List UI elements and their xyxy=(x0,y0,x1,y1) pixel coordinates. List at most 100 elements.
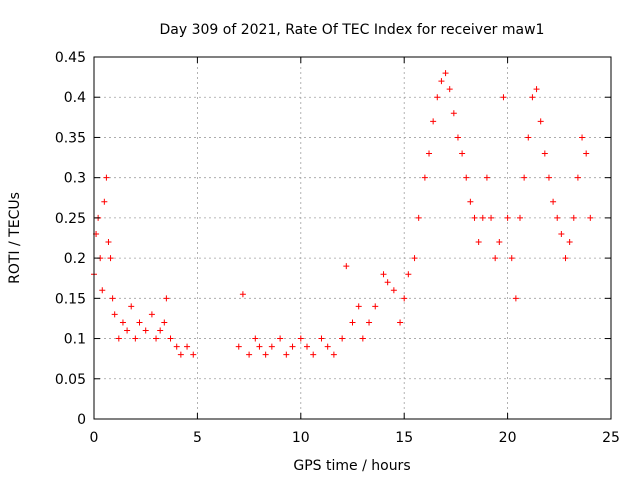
data-point xyxy=(566,239,573,246)
data-point xyxy=(372,303,379,310)
data-point xyxy=(177,351,184,358)
data-point xyxy=(554,214,561,221)
data-point xyxy=(475,239,482,246)
data-point xyxy=(111,311,118,318)
data-point xyxy=(107,255,114,262)
y-tick-label: 0.1 xyxy=(64,332,86,348)
data-point xyxy=(262,351,269,358)
data-point xyxy=(157,327,164,334)
data-point xyxy=(450,110,457,117)
data-point xyxy=(173,343,180,350)
chart-title: Day 309 of 2021, Rate Of TEC Index for r… xyxy=(160,22,545,38)
data-point xyxy=(430,118,437,125)
data-point xyxy=(545,174,552,181)
data-point xyxy=(517,214,524,221)
data-point xyxy=(529,94,536,101)
data-point xyxy=(471,214,478,221)
data-point xyxy=(415,214,422,221)
data-point xyxy=(256,343,263,350)
data-point xyxy=(438,78,445,85)
data-point xyxy=(355,303,362,310)
data-point xyxy=(330,351,337,358)
grid xyxy=(94,57,611,419)
x-tick-labels: 0 5 10 15 20 25 xyxy=(90,430,620,446)
data-point xyxy=(268,343,275,350)
y-tick-label: 0.35 xyxy=(55,130,86,146)
axis-ticks xyxy=(93,56,612,420)
data-point xyxy=(562,255,569,262)
x-axis-title: GPS time / hours xyxy=(293,458,410,474)
data-point xyxy=(405,271,412,278)
data-point xyxy=(136,319,143,326)
scatter-points xyxy=(91,70,594,358)
data-point xyxy=(500,94,507,101)
data-point xyxy=(167,335,174,342)
data-point xyxy=(343,263,350,270)
data-point xyxy=(235,343,242,350)
data-point xyxy=(289,343,296,350)
data-point xyxy=(550,198,557,205)
data-point xyxy=(339,335,346,342)
data-point xyxy=(570,214,577,221)
data-point xyxy=(508,255,515,262)
data-point xyxy=(324,343,331,350)
y-tick-label: 0.05 xyxy=(55,372,86,388)
x-tick-label: 5 xyxy=(193,430,202,446)
y-tick-label: 0.15 xyxy=(55,291,86,307)
data-point xyxy=(283,351,290,358)
data-point xyxy=(583,150,590,157)
y-tick-labels: 0 0.05 0.1 0.15 0.2 0.25 0.3 0.35 0.4 0.45 xyxy=(55,50,86,428)
data-point xyxy=(496,239,503,246)
data-point xyxy=(504,214,511,221)
data-point xyxy=(184,343,191,350)
x-tick-label: 20 xyxy=(499,430,517,446)
y-tick-label: 0.2 xyxy=(64,251,86,267)
data-point xyxy=(304,343,311,350)
data-point xyxy=(463,174,470,181)
data-point xyxy=(483,174,490,181)
data-point xyxy=(579,134,586,141)
data-point xyxy=(349,319,356,326)
x-tick-label: 15 xyxy=(395,430,413,446)
data-point xyxy=(132,335,139,342)
y-tick-label: 0.25 xyxy=(55,211,86,227)
data-point xyxy=(99,287,106,294)
y-tick-label: 0.3 xyxy=(64,171,86,187)
data-point xyxy=(587,214,594,221)
data-point xyxy=(359,335,366,342)
data-point xyxy=(512,295,519,302)
data-point xyxy=(574,174,581,181)
y-tick-label: 0 xyxy=(77,412,86,428)
data-point xyxy=(401,295,408,302)
data-point xyxy=(252,335,259,342)
data-point xyxy=(161,319,168,326)
y-tick-label: 0.4 xyxy=(64,90,86,106)
data-point xyxy=(115,335,122,342)
data-point xyxy=(318,335,325,342)
x-tick-label: 10 xyxy=(292,430,310,446)
x-tick-label: 0 xyxy=(90,430,99,446)
data-point xyxy=(521,174,528,181)
data-point xyxy=(297,335,304,342)
data-point xyxy=(101,198,108,205)
data-point xyxy=(459,150,466,157)
data-point xyxy=(411,255,418,262)
data-point xyxy=(558,230,565,237)
data-point xyxy=(397,319,404,326)
data-point xyxy=(246,351,253,358)
data-point xyxy=(239,291,246,298)
plot-frame xyxy=(93,56,612,420)
data-point xyxy=(525,134,532,141)
data-point xyxy=(153,335,160,342)
data-point xyxy=(380,271,387,278)
y-tick-label: 0.45 xyxy=(55,50,86,66)
data-point xyxy=(105,239,112,246)
data-point xyxy=(537,118,544,125)
data-point xyxy=(454,134,461,141)
data-point xyxy=(390,287,397,294)
data-point xyxy=(128,303,135,310)
data-point xyxy=(479,214,486,221)
data-point xyxy=(384,279,391,286)
data-point xyxy=(277,335,284,342)
